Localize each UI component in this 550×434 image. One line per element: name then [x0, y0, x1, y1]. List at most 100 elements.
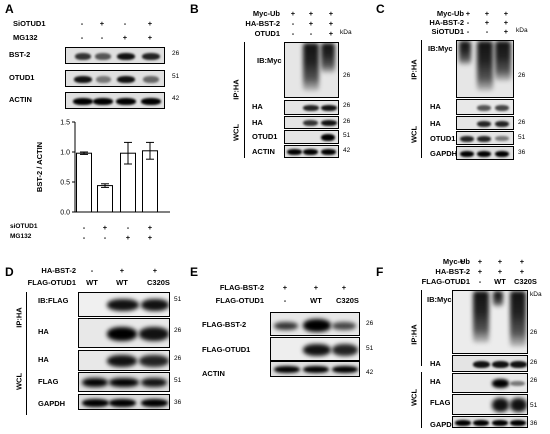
blot-e-flag-otud1 [270, 337, 360, 361]
band [303, 319, 331, 332]
band [287, 149, 302, 155]
mw-otud1: 51 [172, 73, 180, 80]
band [473, 361, 490, 368]
mw-f-ha-ip: 26 [530, 359, 538, 366]
row-label-e-flag-otud1: FLAG-OTUD1 [215, 296, 264, 305]
e-sign-r1-c0: - [283, 296, 287, 305]
blot-d-gapdh [78, 394, 170, 410]
blot-e-flag-bst2 [270, 312, 360, 336]
f-sign-r0-c1: + [477, 257, 483, 266]
band [303, 149, 318, 155]
band [141, 299, 169, 311]
blot-label-b-actin: ACTIN [252, 147, 275, 156]
band [460, 151, 474, 157]
blot-label-b-ha-wcl: HA [252, 118, 263, 127]
a-sign-r0-c3: + [147, 19, 153, 28]
d-sign-r1-c2: C320S [147, 278, 170, 287]
mw-d-ha-ip: 26 [174, 327, 182, 334]
c-sign-r2-c1: - [485, 27, 489, 36]
mw-b-ha-ip: 26 [343, 102, 351, 109]
band [495, 105, 509, 111]
band [492, 379, 509, 388]
band [139, 355, 169, 367]
band [510, 381, 525, 386]
smear-f-lane4 [510, 291, 526, 347]
blot-label-c-ibmyc: IB:Myc [428, 44, 453, 53]
b-sign-r0-c0: + [290, 9, 296, 18]
a-sign-r0-c2: - [123, 19, 127, 28]
panel-letter-c: C [376, 2, 385, 16]
row-label-e-flag-bst2: FLAG-BST-2 [219, 283, 264, 292]
band [495, 151, 509, 157]
panel-letter-f: F [376, 265, 384, 279]
row-label-sioutd1: SiOTUD1 [13, 19, 46, 28]
mw-d-ha-wcl: 26 [174, 355, 182, 362]
c-sign-r1-c2: + [503, 18, 509, 27]
ip-bracket-f [421, 290, 422, 366]
d-sign-r0-c1: + [119, 266, 125, 275]
blot-label-d-ha-ip: HA [38, 327, 49, 336]
blot-label-f-ha-wcl: HA [430, 377, 441, 386]
y-axis-label: BST-2 / ACTIN [35, 142, 44, 192]
row-label-c-ha-bst2: HA-BST-2 [429, 18, 464, 27]
blot-label-f-gapdh: GAPDH [430, 420, 458, 429]
blot-label-f-flag: FLAG [430, 398, 451, 407]
bar [76, 152, 92, 213]
ip-bracket-d [26, 292, 27, 350]
e-sign-r0-c0: + [282, 283, 288, 292]
c-sign-r2-c2: + [503, 27, 509, 36]
blot-label-d-gapdh: GAPDH [38, 399, 66, 408]
band [473, 420, 489, 426]
band-a-otud1-0 [74, 76, 92, 83]
a-sign-r1-c1: - [100, 33, 104, 42]
mw-f-flag: 51 [530, 402, 538, 409]
mw-c-otud1: 51 [518, 134, 526, 141]
row-label-c-sioutd1: SiOTUD1 [431, 27, 464, 36]
mw-e-actin: 42 [366, 369, 374, 376]
blot-label-c-ha-ip: HA [430, 102, 441, 111]
band [107, 299, 139, 311]
band [303, 105, 319, 111]
band [332, 366, 358, 373]
b-sign-r2-c2: + [328, 29, 334, 38]
blot-d-ha-ip [78, 318, 170, 348]
wcl-label-b: WCL [231, 123, 241, 142]
band [107, 327, 137, 341]
a-sign-r0-c0: - [80, 19, 84, 28]
band [510, 361, 527, 368]
mw-c-ha-wcl: 26 [518, 119, 526, 126]
d-sign-r0-c2: + [152, 266, 158, 275]
a-sign-r1-c3: + [147, 33, 153, 42]
f-sign-r2-c0: - [460, 277, 464, 286]
y-tick-label: 1.5 [60, 120, 70, 127]
f-sign-r0-c0: + [459, 257, 465, 266]
band-a-otud1-3 [143, 76, 159, 83]
blot-label-e-actin: ACTIN [202, 369, 225, 378]
ip-label-c: IP:HA [409, 59, 419, 80]
blot-f-ha-wcl [452, 373, 528, 393]
b-sign-r0-c1: + [308, 9, 314, 18]
a-chart-sign-r0-c0: - [82, 223, 86, 232]
blot-label-c-ha-wcl: HA [430, 119, 441, 128]
c-sign-r0-c2: + [503, 9, 509, 18]
band [109, 399, 136, 407]
y-tick-label: 0.0 [60, 210, 70, 217]
blot-a-actin [65, 92, 165, 109]
smear-b-lane3 [321, 43, 335, 73]
a-chart-sign-r0-c1: + [102, 223, 108, 232]
blot-label-e-flag-otud1: FLAG-OTUD1 [202, 345, 251, 354]
band [332, 322, 356, 330]
band [321, 149, 336, 155]
smear-c-lane2 [477, 41, 493, 91]
band [321, 134, 335, 141]
chart-row-label-sioutd1: siOTUD1 [10, 223, 38, 230]
mw-e-flag-otud1: 51 [366, 345, 374, 352]
band [460, 136, 474, 142]
row-label-mg132: MG132 [13, 33, 38, 42]
a-chart-sign-r1-c2: + [125, 233, 131, 242]
e-sign-r1-c1: WT [310, 296, 322, 305]
b-sign-r2-c0: - [291, 29, 295, 38]
band [495, 121, 509, 127]
smear-c-lane1 [459, 41, 471, 65]
